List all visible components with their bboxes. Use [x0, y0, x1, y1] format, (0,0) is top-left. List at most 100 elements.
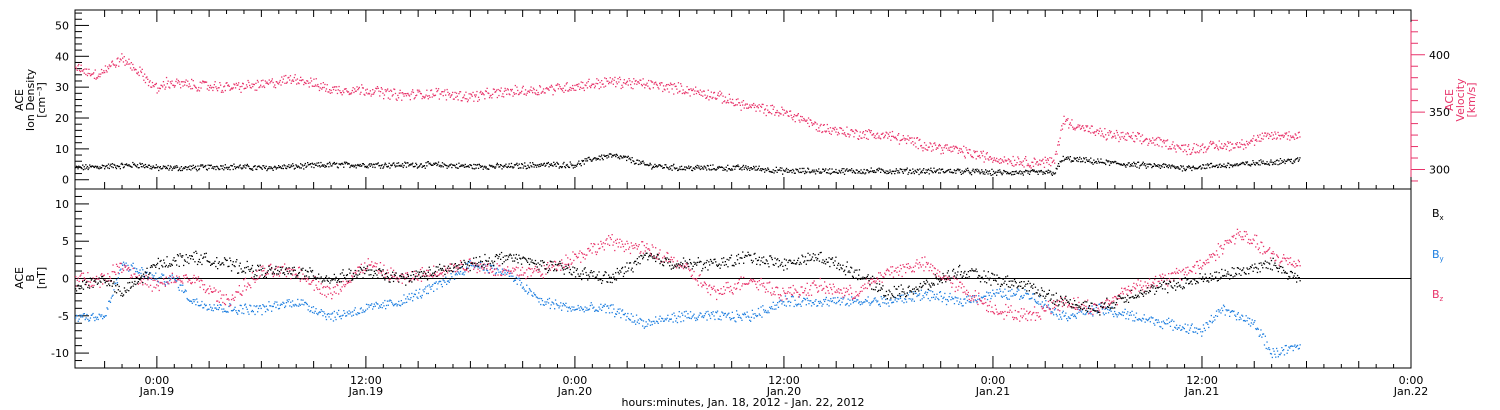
by-point [509, 272, 511, 274]
velocity-point [1025, 156, 1027, 158]
by-point [556, 304, 558, 306]
by-point [81, 314, 83, 316]
density-point [846, 168, 848, 170]
velocity-point [1167, 148, 1169, 150]
by-point [1159, 325, 1161, 328]
density-point [246, 163, 248, 166]
density-point [667, 167, 669, 169]
velocity-point [1289, 135, 1292, 137]
density-point [769, 171, 771, 173]
velocity-point [656, 84, 658, 86]
by-point [1148, 318, 1150, 320]
density-point [1244, 163, 1246, 166]
by-point [454, 274, 456, 276]
by-point [595, 309, 598, 311]
density-point [1242, 161, 1244, 164]
by-point [567, 307, 570, 309]
velocity-point [1093, 132, 1095, 134]
density-point [931, 171, 933, 173]
velocity-point [548, 89, 550, 91]
by-point [1132, 320, 1134, 322]
density-point [709, 164, 712, 166]
velocity-point [956, 147, 959, 149]
density-point [212, 166, 214, 168]
velocity-point [1120, 132, 1122, 134]
velocity-point [154, 83, 156, 86]
velocity-point [268, 79, 270, 81]
density-point [460, 164, 462, 166]
by-point [568, 306, 571, 308]
velocity-point [463, 94, 466, 96]
density-point [1291, 162, 1293, 164]
by-point [1226, 310, 1228, 312]
velocity-point [195, 87, 197, 89]
velocity-point [880, 133, 883, 135]
density-point [1023, 171, 1025, 173]
velocity-point [1287, 135, 1289, 137]
velocity-point [610, 82, 612, 84]
density-point [449, 164, 451, 166]
velocity-point [1137, 133, 1140, 135]
velocity-point [528, 91, 531, 93]
density-point [724, 169, 726, 171]
velocity-point [361, 84, 363, 86]
density-point [500, 164, 502, 166]
bz-point [260, 266, 262, 268]
density-point [525, 168, 527, 170]
bz-point [159, 281, 161, 284]
density-point [463, 166, 466, 168]
density-point [477, 163, 479, 166]
density-point [1007, 171, 1009, 173]
bz-point [109, 276, 111, 278]
velocity-point [659, 84, 661, 86]
by-point [75, 317, 77, 319]
density-point [1116, 162, 1118, 164]
bz-point [277, 266, 280, 268]
density-point [1021, 171, 1023, 173]
by-point [1279, 354, 1281, 356]
density-point [434, 162, 437, 164]
density-point [1105, 163, 1107, 166]
by-point [112, 294, 114, 296]
velocity-point [117, 57, 119, 59]
by-point [938, 299, 940, 301]
density-point [1008, 173, 1010, 175]
bz-point [109, 277, 112, 280]
velocity-point [793, 116, 795, 118]
density-point [497, 164, 499, 166]
by-point [1082, 313, 1084, 315]
by-point [617, 308, 619, 310]
velocity-point [701, 91, 703, 93]
velocity-point [356, 86, 358, 88]
density-point [526, 167, 528, 169]
density-point [1179, 168, 1181, 170]
velocity-point [715, 98, 717, 100]
by-point [1200, 331, 1202, 333]
bz-point [102, 283, 104, 285]
velocity-point [945, 144, 947, 146]
density-point [272, 169, 274, 171]
density-point [184, 167, 186, 170]
velocity-point [492, 93, 494, 95]
density-point [698, 165, 700, 167]
by-point [743, 312, 746, 314]
by-point [608, 307, 610, 309]
density-point [314, 163, 316, 165]
by-point [1067, 320, 1069, 322]
density-point [1298, 159, 1300, 161]
density-point [570, 163, 572, 165]
by-point [1269, 352, 1272, 355]
density-point [1033, 169, 1035, 171]
density-point [733, 165, 735, 168]
by-point [965, 302, 967, 304]
density-point [226, 166, 228, 168]
by-point [344, 312, 346, 314]
bz-point [174, 280, 176, 282]
density-point [595, 159, 597, 161]
by-point [939, 291, 941, 294]
bz-point [184, 274, 186, 276]
by-point [952, 298, 954, 300]
density-point [279, 166, 281, 168]
by-point [111, 295, 113, 297]
by-point [555, 303, 558, 305]
